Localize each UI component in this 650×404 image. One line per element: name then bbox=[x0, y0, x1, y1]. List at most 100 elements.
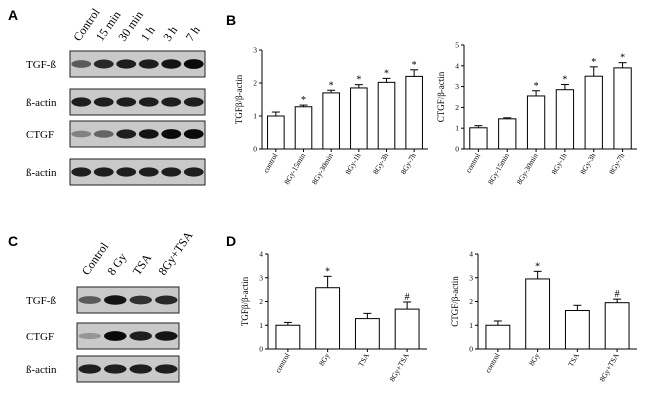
blot-band bbox=[78, 296, 101, 304]
category-label: 8Gy-7h bbox=[607, 151, 626, 176]
blot-row-label: TGF-ß bbox=[26, 295, 56, 307]
y-tick-label: 0 bbox=[253, 145, 257, 154]
blot-band bbox=[78, 332, 101, 340]
y-tick-label: 2 bbox=[455, 103, 459, 112]
blot-band bbox=[161, 129, 182, 139]
blot-band bbox=[155, 331, 178, 341]
blot-band bbox=[183, 129, 204, 139]
chart-d-right: 0 1 2 3 4 CTGF/β-actin control 8Gy * TSA 8Gy+TSA # bbox=[450, 250, 637, 383]
chart-b-left: 0 1 2 3 TGFβ/β-actin control 8Gy-15min * 8Gy-30m… bbox=[234, 46, 428, 186]
category-label: TSA bbox=[356, 351, 371, 368]
lane-label: 3 h bbox=[160, 23, 180, 43]
blot-row-label: CTGF bbox=[26, 129, 54, 141]
category-label: control bbox=[273, 352, 291, 375]
bar bbox=[613, 67, 632, 150]
y-tick-label: 1 bbox=[253, 112, 257, 121]
y-tick-label: 2 bbox=[469, 297, 473, 306]
blot-band bbox=[138, 97, 159, 107]
panel-letter-b: B bbox=[226, 12, 236, 28]
significance-marker: * bbox=[534, 81, 539, 92]
blot-band bbox=[161, 59, 182, 69]
chart-d-left: 0 1 2 3 4 TGFβ/β-actin control 8Gy * TSA 8Gy+TSA # bbox=[240, 250, 427, 383]
bar bbox=[405, 75, 423, 150]
category-label: 8Gy-15min bbox=[486, 151, 511, 186]
significance-marker: * bbox=[325, 266, 330, 277]
blot-band bbox=[155, 364, 178, 374]
significance-marker: * bbox=[620, 53, 625, 64]
blot-band bbox=[93, 167, 114, 177]
category-label: 8Gy-15min bbox=[282, 151, 307, 186]
blot-row-label: CTGF bbox=[26, 331, 54, 343]
blot-band bbox=[93, 130, 114, 138]
y-axis-title: TGFβ/β-actin bbox=[234, 74, 244, 124]
blot-band bbox=[116, 59, 137, 69]
blot-band bbox=[183, 167, 204, 177]
blot-band bbox=[71, 97, 92, 107]
significance-marker: * bbox=[301, 95, 306, 106]
y-tick-label: 0 bbox=[455, 145, 459, 154]
blot-strip bbox=[69, 158, 206, 186]
category-label: 8Gy-30min bbox=[310, 151, 335, 186]
blot-band bbox=[138, 59, 159, 69]
category-label: TSA bbox=[566, 351, 581, 368]
blot-strip bbox=[69, 120, 206, 148]
bar bbox=[485, 324, 511, 350]
bar bbox=[354, 318, 380, 350]
blot-row-label: TGF-ß bbox=[26, 59, 56, 71]
category-label: 8Gy-1h bbox=[343, 151, 362, 176]
y-tick-label: 4 bbox=[469, 250, 473, 259]
blot-band bbox=[116, 167, 137, 177]
significance-marker: # bbox=[405, 292, 410, 303]
blot-band bbox=[155, 295, 178, 305]
significance-marker: * bbox=[356, 75, 361, 86]
lane-label: 1 h bbox=[138, 23, 158, 43]
blot-band bbox=[71, 130, 92, 138]
blot-row-label: ß-actin bbox=[26, 97, 57, 109]
y-axis-title: CTGF/β-actin bbox=[436, 71, 446, 122]
bar bbox=[526, 95, 546, 150]
y-tick-label: 3 bbox=[253, 46, 257, 55]
bar bbox=[555, 89, 575, 150]
category-label: 8Gy-30min bbox=[515, 151, 540, 186]
y-tick-label: 0 bbox=[259, 345, 263, 354]
y-tick-label: 3 bbox=[469, 273, 473, 282]
blot-band bbox=[104, 364, 127, 374]
y-tick-label: 1 bbox=[469, 321, 473, 330]
blot-row-label: ß-actin bbox=[26, 167, 57, 179]
bar bbox=[322, 92, 340, 150]
y-tick-label: 2 bbox=[253, 79, 257, 88]
blot-band bbox=[129, 364, 152, 374]
bar bbox=[498, 118, 517, 150]
category-label: 8Gy+TSA bbox=[597, 351, 621, 383]
lane-label: 8 Gy bbox=[104, 250, 129, 277]
lane-label: 7 h bbox=[183, 23, 203, 43]
category-label: control bbox=[261, 152, 279, 175]
blot-strip bbox=[69, 50, 206, 78]
bar bbox=[564, 310, 590, 350]
category-label: 8Gy-3h bbox=[371, 151, 390, 176]
blot-band bbox=[93, 97, 114, 107]
bar bbox=[350, 87, 368, 150]
blot-band bbox=[183, 59, 204, 69]
category-label: 8Gy bbox=[317, 351, 331, 367]
bar bbox=[267, 115, 285, 150]
y-axis-title: CTGF/β-actin bbox=[450, 276, 460, 327]
bar bbox=[469, 127, 488, 150]
blot-band bbox=[138, 129, 159, 139]
y-tick-label: 5 bbox=[455, 41, 459, 50]
lane-label: TSA bbox=[130, 251, 155, 278]
significance-marker: * bbox=[562, 75, 567, 86]
blot-strip bbox=[69, 88, 206, 116]
bar bbox=[315, 287, 341, 350]
bar bbox=[294, 106, 313, 150]
category-label: 8Gy+TSA bbox=[387, 351, 411, 383]
panel-letter-d: D bbox=[226, 233, 236, 249]
y-axis-title: TGFβ/β-actin bbox=[240, 276, 250, 326]
blot-band bbox=[161, 97, 182, 107]
y-tick-label: 3 bbox=[259, 273, 263, 282]
y-tick-label: 3 bbox=[455, 82, 459, 91]
